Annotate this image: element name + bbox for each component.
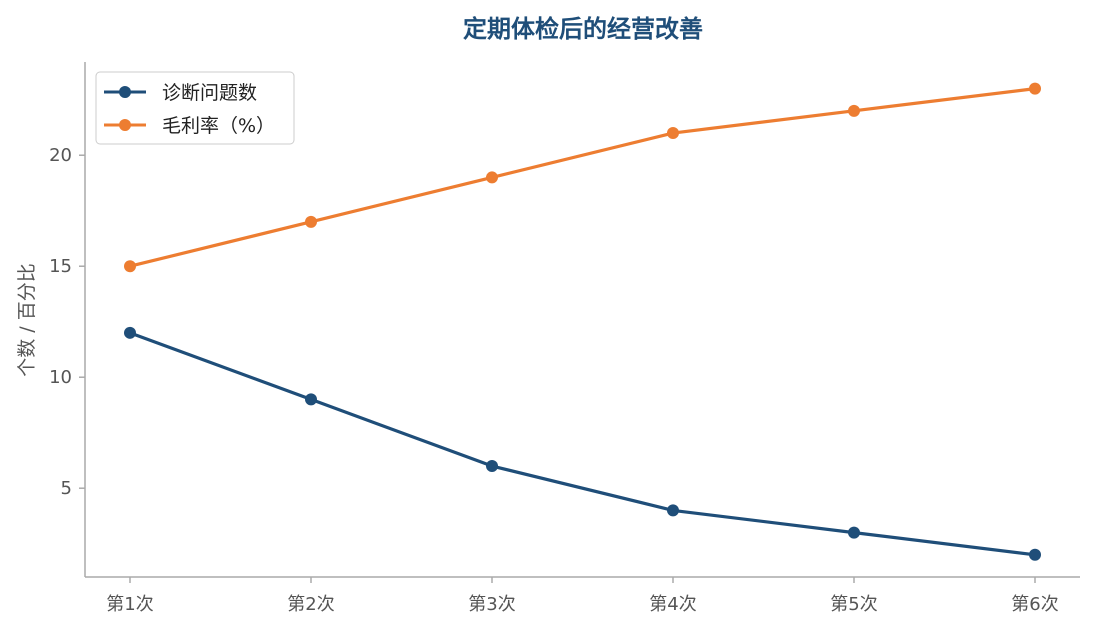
- chart-title: 定期体检后的经营改善: [463, 15, 703, 43]
- series-0-point: [124, 326, 136, 339]
- x-tick-label: 第5次: [830, 594, 877, 615]
- y-tick-label: 15: [49, 256, 72, 277]
- series-line-0: [128, 331, 1037, 557]
- y-tick-label: 10: [49, 367, 72, 388]
- x-tick-label: 第6次: [1011, 594, 1058, 615]
- y-tick-label: 20: [49, 145, 72, 166]
- legend-marker-gross-margin: [119, 119, 131, 131]
- series-0-point: [486, 460, 498, 473]
- series-1-point: [848, 104, 860, 117]
- series-1-point: [486, 171, 498, 184]
- series-0-point: [305, 393, 317, 406]
- x-tick-label: 第3次: [468, 594, 515, 615]
- series-1-point: [124, 260, 136, 273]
- x-tick-label: 第4次: [649, 594, 696, 615]
- series-layer: [124, 82, 1041, 561]
- legend-label-gross-margin: 毛利率（%）: [162, 115, 275, 137]
- axis-ticks: 5 10 15 20 第1次 第2次 第3次 第4次 第5次 第6次: [49, 145, 1059, 615]
- series-0-point: [667, 504, 679, 517]
- series-1-point: [667, 127, 679, 140]
- legend: 诊断问题数 毛利率（%）: [95, 71, 295, 145]
- series-1-point: [305, 215, 317, 228]
- x-tick-label: 第1次: [106, 594, 153, 615]
- series-line-1: [128, 87, 1037, 268]
- series-0-point: [1029, 548, 1041, 561]
- x-tick-label: 第2次: [287, 594, 334, 615]
- y-tick-label: 5: [61, 478, 72, 499]
- y-axis-label: 个数 / 百分比: [16, 263, 38, 376]
- series-0-point: [848, 526, 860, 539]
- series-1-point: [1029, 82, 1041, 95]
- legend-marker-diagnosed-problems: [119, 86, 131, 98]
- legend-label-diagnosed-problems: 诊断问题数: [162, 82, 257, 104]
